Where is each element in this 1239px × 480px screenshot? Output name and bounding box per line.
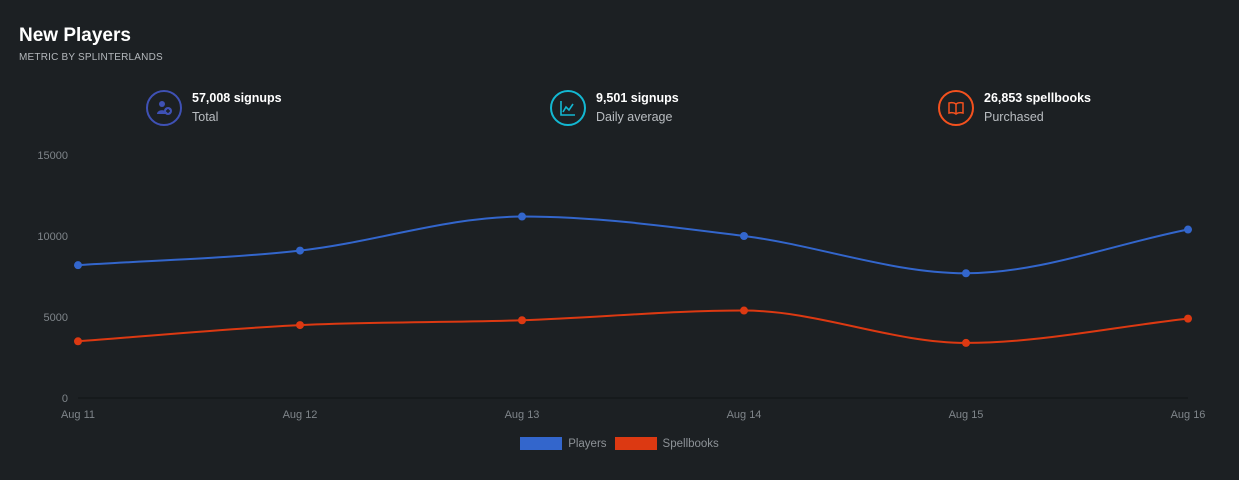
line-chart-icon: [550, 90, 586, 126]
legend-item-spellbooks[interactable]: Spellbooks: [614, 437, 719, 450]
legend-swatch: [520, 437, 563, 450]
stat-label: Daily average: [596, 110, 673, 124]
data-point-players: [1184, 225, 1192, 234]
data-point-spellbooks: [1184, 314, 1192, 323]
data-point-spellbooks: [74, 337, 82, 346]
legend-label: Spellbooks: [662, 437, 719, 450]
y-tick-label: 15000: [37, 150, 68, 162]
data-point-players: [74, 261, 82, 270]
stat-value: 9,501 signups: [596, 91, 679, 105]
data-point-spellbooks: [518, 316, 526, 325]
data-point-players: [962, 269, 970, 278]
add-user-icon: [146, 90, 182, 126]
y-tick-label: 0: [62, 393, 68, 405]
y-tick-label: 5000: [44, 312, 68, 324]
stat-spellbooks-purchased: 26,853 spellbooks Purchased: [938, 88, 1091, 128]
x-tick-label: Aug 15: [949, 409, 984, 421]
series-line-spellbooks: [77, 309, 1189, 344]
series-line-players: [77, 215, 1189, 275]
data-point-players: [740, 232, 748, 240]
legend-swatch: [614, 437, 657, 450]
stat-label: Purchased: [984, 110, 1044, 124]
x-tick-label: Aug 14: [727, 409, 762, 421]
legend-label: Players: [568, 437, 607, 450]
x-tick-label: Aug 16: [1171, 409, 1206, 421]
stat-daily-average: 9,501 signups Daily average: [550, 88, 679, 128]
stat-value: 26,853 spellbooks: [984, 91, 1092, 105]
chart-legend: Players Spellbooks: [0, 437, 1239, 450]
data-point-spellbooks: [740, 306, 748, 315]
stat-total-signups: 57,008 signups Total: [146, 88, 282, 128]
page-subtitle: METRIC BY SPLINTERLANDS: [19, 52, 163, 63]
x-tick-label: Aug 11: [61, 409, 95, 421]
stat-value: 57,008 signups: [192, 91, 282, 105]
book-icon: [938, 90, 974, 126]
data-point-players: [296, 246, 304, 255]
legend-item-players[interactable]: Players: [520, 437, 607, 450]
data-point-players: [518, 212, 526, 221]
x-tick-label: Aug 12: [283, 409, 318, 421]
stat-label: Total: [192, 110, 219, 124]
y-tick-label: 10000: [37, 231, 68, 243]
x-tick-label: Aug 13: [505, 409, 540, 421]
data-point-spellbooks: [962, 338, 970, 347]
page-title: New Players: [19, 25, 131, 46]
data-point-spellbooks: [296, 321, 304, 330]
